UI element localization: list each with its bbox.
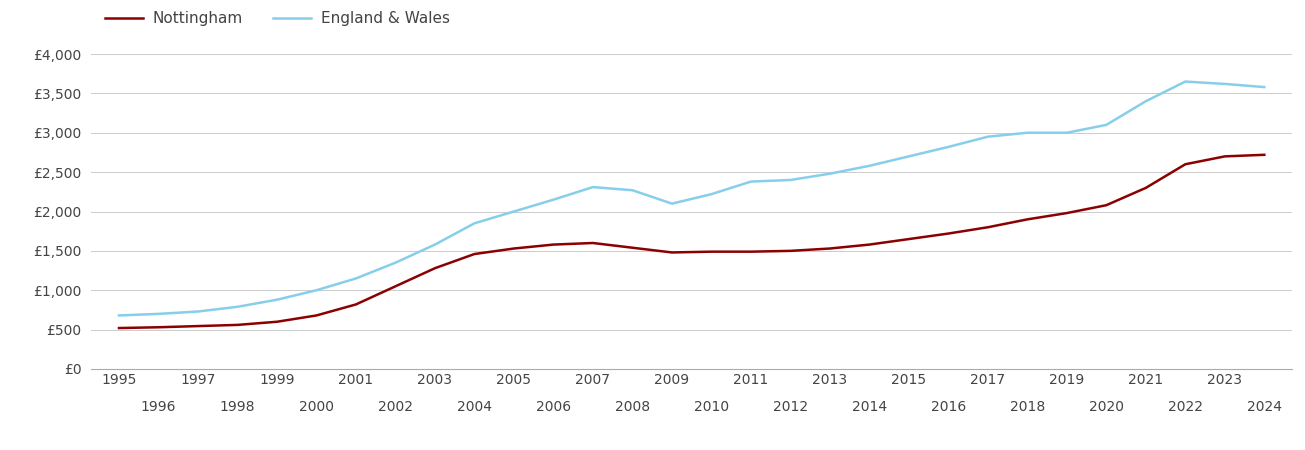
Text: 1996: 1996 <box>141 400 176 414</box>
Nottingham <box>111 325 127 331</box>
Nottingham <box>1060 210 1075 216</box>
England & Wales <box>783 177 799 183</box>
Text: 2006: 2006 <box>536 400 572 414</box>
England & Wales <box>348 276 364 281</box>
Nottingham <box>309 313 325 318</box>
Line: Nottingham: Nottingham <box>119 155 1265 328</box>
Text: 2000: 2000 <box>299 400 334 414</box>
England & Wales <box>980 134 996 140</box>
England & Wales <box>822 171 838 176</box>
Nottingham <box>191 324 206 329</box>
Text: 2002: 2002 <box>378 400 412 414</box>
Text: 2022: 2022 <box>1168 400 1203 414</box>
Text: 2020: 2020 <box>1088 400 1124 414</box>
Nottingham <box>900 236 916 242</box>
Nottingham <box>822 246 838 251</box>
England & Wales <box>861 163 877 168</box>
Text: 2012: 2012 <box>773 400 808 414</box>
England & Wales <box>1257 84 1272 90</box>
England & Wales <box>743 179 758 184</box>
England & Wales <box>1138 99 1154 104</box>
England & Wales <box>467 220 483 226</box>
England & Wales <box>111 313 127 318</box>
England & Wales <box>703 192 719 197</box>
Nottingham <box>269 319 284 324</box>
England & Wales <box>309 288 325 293</box>
Nottingham <box>743 249 758 254</box>
England & Wales <box>150 311 166 317</box>
England & Wales <box>941 144 957 149</box>
England & Wales <box>664 201 680 206</box>
England & Wales <box>269 297 284 302</box>
Nottingham <box>1177 162 1193 167</box>
Nottingham <box>861 242 877 248</box>
Text: 2024: 2024 <box>1246 400 1282 414</box>
Text: 2014: 2014 <box>852 400 887 414</box>
England & Wales <box>191 309 206 314</box>
Nottingham <box>585 240 600 246</box>
England & Wales <box>1099 122 1114 128</box>
England & Wales <box>1218 81 1233 86</box>
England & Wales <box>388 260 403 265</box>
Nottingham <box>1019 216 1035 222</box>
Nottingham <box>664 250 680 255</box>
Nottingham <box>467 251 483 256</box>
Nottingham <box>703 249 719 254</box>
Nottingham <box>388 284 403 289</box>
Nottingham <box>625 245 641 250</box>
Nottingham <box>506 246 522 251</box>
England & Wales <box>625 188 641 193</box>
Nottingham <box>545 242 561 248</box>
Nottingham <box>1218 154 1233 159</box>
Nottingham <box>230 322 245 328</box>
Text: 2010: 2010 <box>694 400 729 414</box>
England & Wales <box>1019 130 1035 135</box>
England & Wales <box>230 304 245 310</box>
England & Wales <box>900 154 916 159</box>
Nottingham <box>783 248 799 253</box>
Text: 2018: 2018 <box>1010 400 1045 414</box>
England & Wales <box>1177 79 1193 84</box>
Legend: Nottingham, England & Wales: Nottingham, England & Wales <box>99 5 455 32</box>
Nottingham <box>150 324 166 330</box>
Text: 2008: 2008 <box>615 400 650 414</box>
Text: 2016: 2016 <box>930 400 966 414</box>
England & Wales <box>427 242 442 248</box>
Nottingham <box>348 302 364 307</box>
Line: England & Wales: England & Wales <box>119 81 1265 315</box>
England & Wales <box>585 184 600 190</box>
Nottingham <box>427 266 442 271</box>
Nottingham <box>1257 152 1272 158</box>
England & Wales <box>1060 130 1075 135</box>
England & Wales <box>506 209 522 214</box>
Text: 2004: 2004 <box>457 400 492 414</box>
England & Wales <box>545 197 561 202</box>
Nottingham <box>1099 202 1114 208</box>
Nottingham <box>1138 185 1154 191</box>
Nottingham <box>941 231 957 236</box>
Nottingham <box>980 225 996 230</box>
Text: 1998: 1998 <box>219 400 256 414</box>
